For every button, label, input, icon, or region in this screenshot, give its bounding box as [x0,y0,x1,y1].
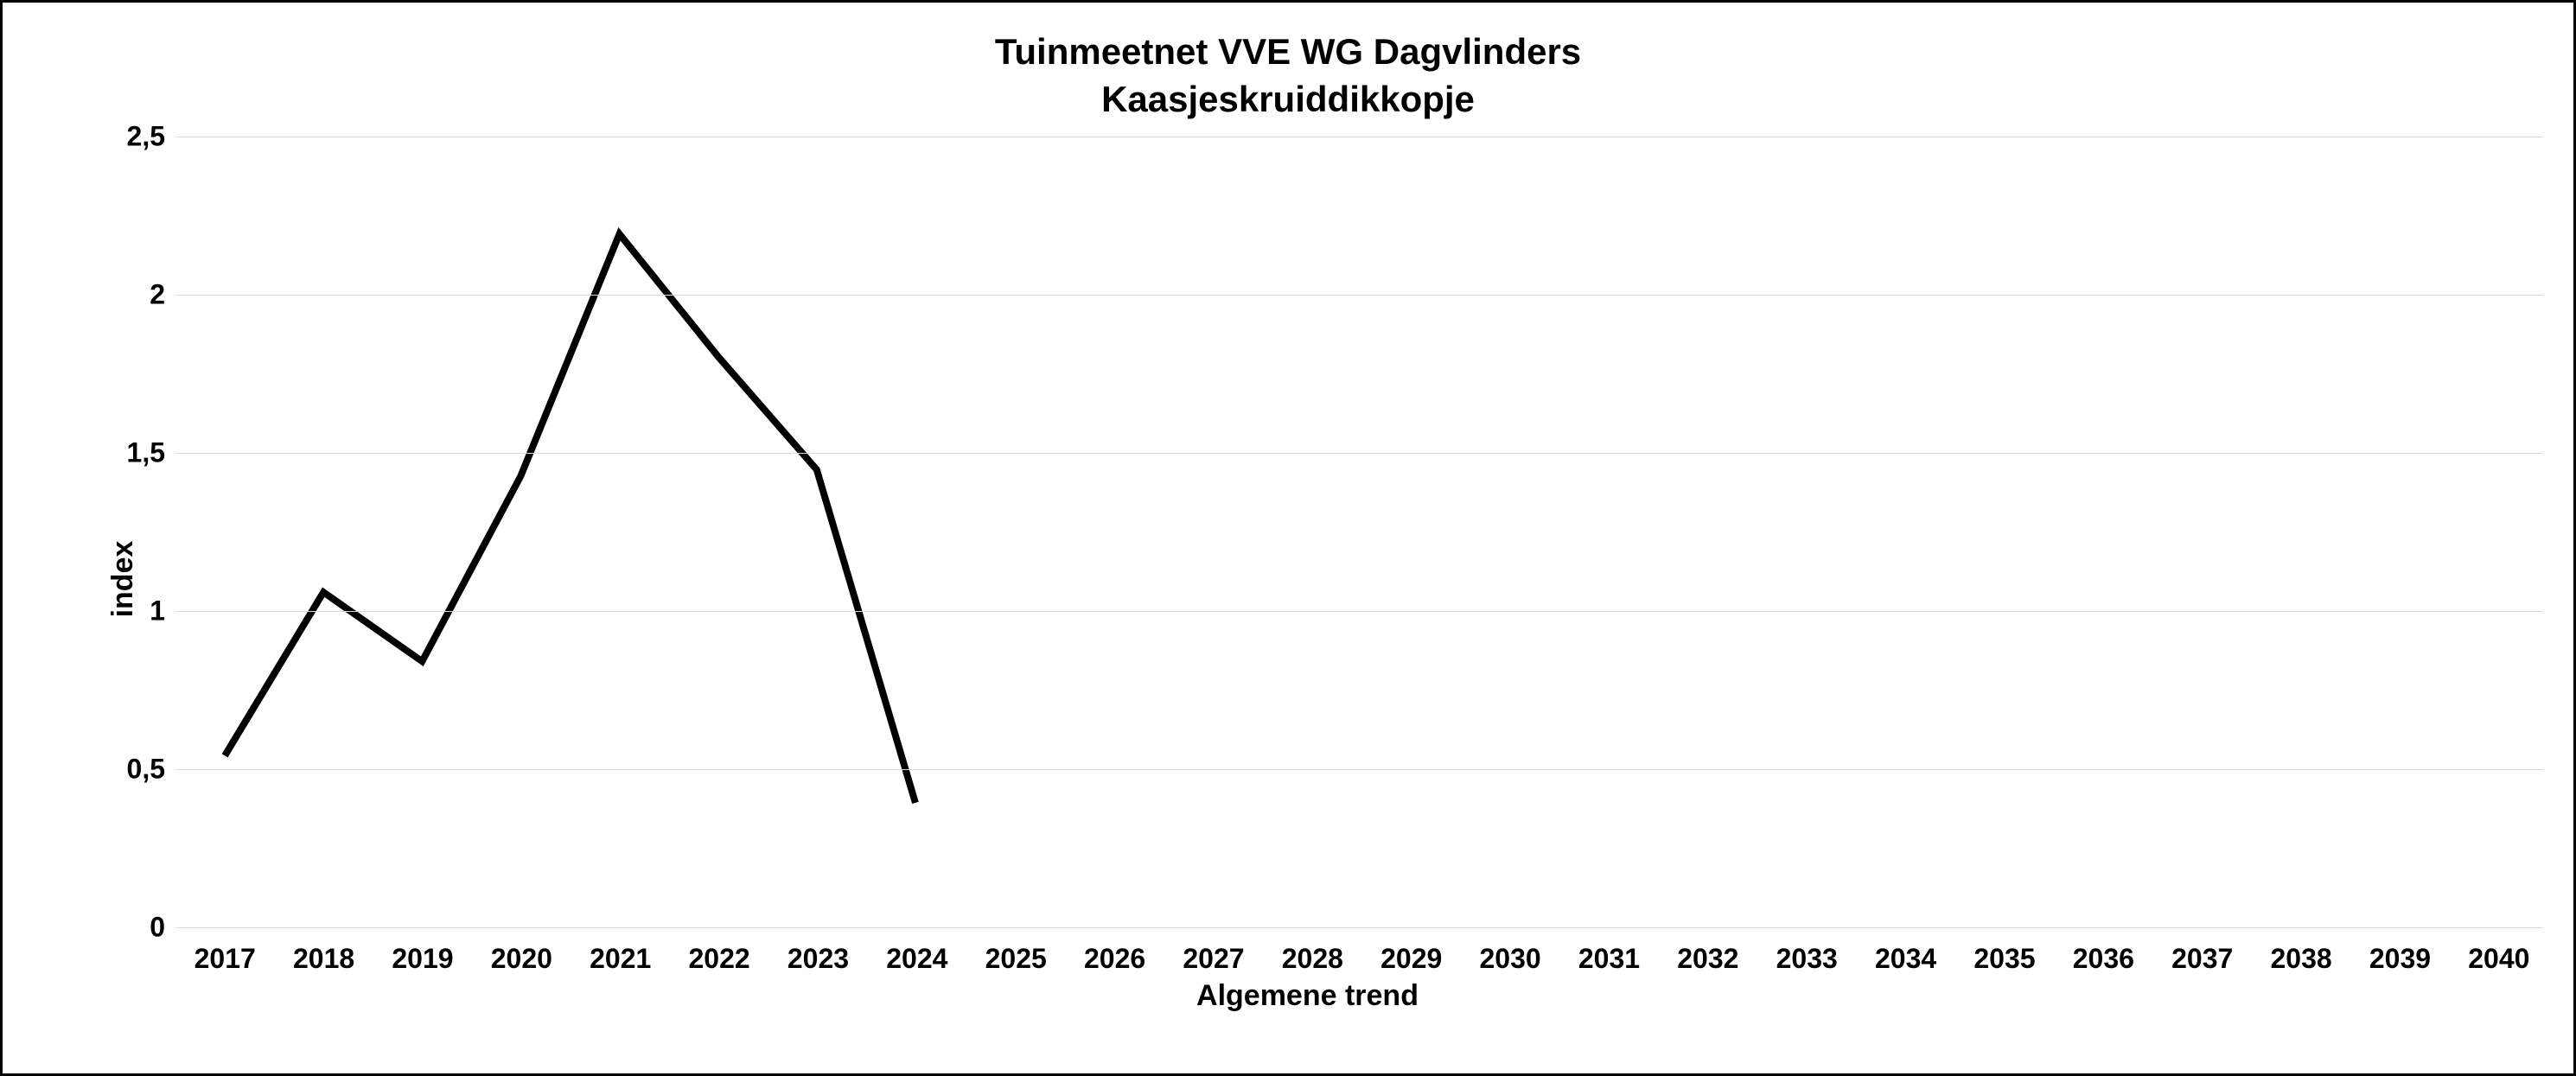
x-tick-label: 2024 [886,943,947,975]
y-tick-label: 0,5 [87,754,165,786]
chart-title-line2: Kaasjeskruiddikkopje [3,76,2573,124]
x-tick-label: 2027 [1183,943,1244,975]
gridline [175,769,2543,770]
y-tick-label: 1 [87,595,165,627]
chart-title-line1: Tuinmeetnet VVE WG Dagvlinders [3,29,2573,76]
data-line-svg [175,137,2543,922]
x-tick-label: 2037 [2171,943,2233,975]
x-tick-label: 2023 [787,943,849,975]
y-tick-label: 2,5 [87,121,165,153]
x-tick-label: 2017 [194,943,256,975]
y-tick-label: 0 [87,912,165,944]
x-tick-label: 2025 [985,943,1047,975]
x-tick-label: 2021 [590,943,651,975]
x-axis-title: Algemene trend [1196,979,1419,1013]
data-series-line [225,234,915,803]
chart-title: Tuinmeetnet VVE WG Dagvlinders Kaasjeskr… [3,3,2573,123]
x-tick-label: 2018 [293,943,354,975]
plot-area [175,137,2543,922]
plot-wrapper: index Algemene trend 00,511,522,52017201… [72,137,2543,1022]
gridline [175,295,2543,296]
x-tick-label: 2031 [1578,943,1640,975]
y-tick-label: 1,5 [87,437,165,469]
x-tick-label: 2039 [2369,943,2431,975]
chart-container: Tuinmeetnet VVE WG Dagvlinders Kaasjeskr… [0,0,2576,1076]
x-tick-label: 2030 [1479,943,1540,975]
gridline [175,453,2543,454]
x-tick-label: 2035 [1973,943,2035,975]
x-tick-label: 2028 [1282,943,1343,975]
x-tick-label: 2032 [1677,943,1738,975]
x-tick-label: 2029 [1380,943,1442,975]
x-tick-label: 2020 [491,943,552,975]
x-tick-label: 2026 [1084,943,1145,975]
x-tick-label: 2038 [2270,943,2331,975]
x-tick-label: 2040 [2468,943,2529,975]
gridline [175,611,2543,612]
x-tick-label: 2019 [392,943,453,975]
x-tick-label: 2036 [2073,943,2134,975]
x-tick-label: 2033 [1776,943,1838,975]
gridline [175,927,2543,928]
x-tick-label: 2022 [688,943,749,975]
x-tick-label: 2034 [1875,943,1936,975]
y-tick-label: 2 [87,279,165,311]
